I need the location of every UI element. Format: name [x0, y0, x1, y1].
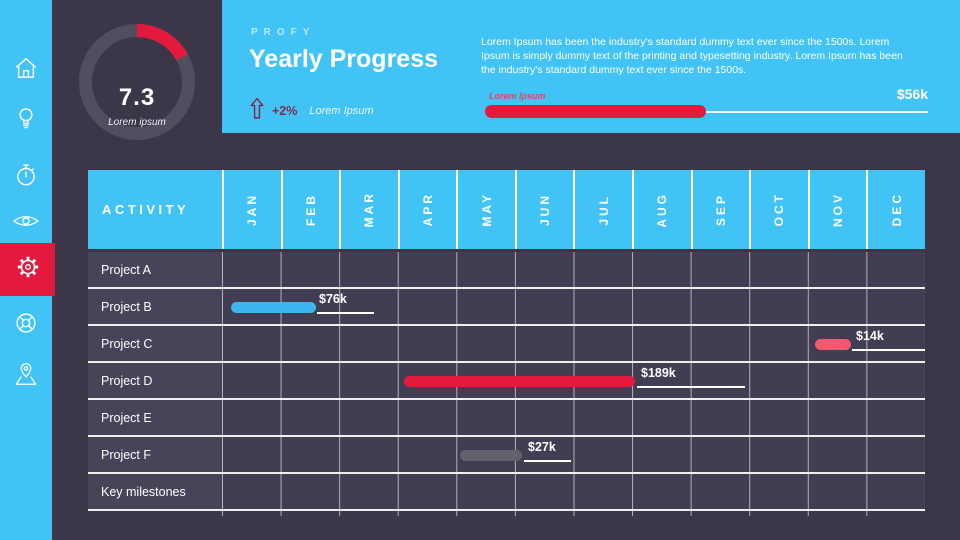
bar-value-label: $76k: [319, 292, 347, 306]
table-row: Project C $14k: [88, 326, 925, 363]
gantt-bar-project-f: [460, 450, 522, 461]
page-title: Yearly Progress: [249, 45, 439, 73]
row-timeline: [222, 252, 925, 287]
month-header-feb: FEB: [280, 170, 340, 249]
row-timeline: [222, 400, 925, 435]
gear-icon: [14, 253, 42, 286]
row-label: Key milestones: [88, 474, 222, 509]
gridline-stubs: [222, 511, 925, 516]
row-timeline: $76k: [222, 289, 925, 324]
sidebar-item-home[interactable]: [0, 48, 52, 88]
month-header-dec: DEC: [866, 170, 925, 249]
row-label: Project A: [88, 252, 222, 287]
stopwatch-icon: [13, 162, 39, 188]
delta-indicator: +2% Lorem Ipsum: [250, 97, 374, 125]
table-row: Project E: [88, 400, 925, 437]
home-icon: [13, 55, 39, 81]
month-header-jul: JUL: [573, 170, 633, 249]
row-label: Project C: [88, 326, 222, 361]
value-underline: [317, 312, 374, 314]
month-header-may: MAY: [456, 170, 515, 249]
row-timeline: $14k: [222, 326, 925, 361]
month-header-sep: SEP: [690, 170, 750, 249]
arrow-up-icon: [250, 97, 264, 125]
brand-text: PROFY: [251, 27, 316, 38]
kpi-progress-fill: [485, 105, 706, 118]
row-timeline: $189k: [222, 363, 925, 398]
month-header-jan: JAN: [222, 170, 281, 249]
row-label: Project E: [88, 400, 222, 435]
map-pin-icon: [12, 361, 40, 387]
value-underline: [637, 386, 745, 388]
gauge-arc: [79, 24, 195, 140]
table-row: Project B $76k: [88, 289, 925, 326]
gantt-bar-project-b: [231, 302, 316, 313]
lifebuoy-icon: [13, 310, 39, 336]
gauge-value: 7.3: [118, 84, 156, 111]
month-header-oct: OCT: [749, 170, 808, 249]
gantt-bar-project-c: [815, 339, 851, 350]
value-underline: [524, 460, 571, 462]
row-timeline: [222, 474, 925, 509]
sidebar-item-settings-active[interactable]: [0, 243, 55, 296]
bar-value-label: $27k: [528, 440, 556, 454]
month-header-aug: AUG: [632, 170, 691, 249]
score-gauge: 7.3 Lorem ipsum: [77, 22, 197, 142]
gantt-bar-project-d: [404, 376, 635, 387]
delta-label: Lorem Ipsum: [309, 105, 374, 117]
gauge-caption: Lorem ipsum: [108, 117, 166, 128]
row-label: Project F: [88, 437, 222, 472]
kpi-progress-track: [485, 111, 928, 113]
row-timeline: $27k: [222, 437, 925, 472]
table-row: Key milestones: [88, 474, 925, 511]
sidebar-item-idea[interactable]: [0, 98, 52, 138]
table-row: Project D $189k: [88, 363, 925, 400]
table-row: Project F $27k: [88, 437, 925, 474]
eye-icon: [12, 211, 40, 231]
sidebar-item-location[interactable]: [0, 354, 52, 394]
month-header-nov: NOV: [807, 170, 867, 249]
activity-column-header: ACTIVITY: [88, 170, 222, 249]
sidebar-item-support[interactable]: [0, 303, 52, 343]
month-header-apr: APR: [397, 170, 457, 249]
sidebar-nav: [0, 0, 55, 540]
gantt-table: ACTIVITY JAN FEB MAR APR MAY JUN JUL AUG…: [88, 170, 925, 516]
month-header-mar: MAR: [339, 170, 398, 249]
delta-value: +2%: [272, 104, 298, 118]
row-label: Project D: [88, 363, 222, 398]
sidebar-item-view[interactable]: [0, 201, 52, 241]
bar-value-label: $14k: [856, 329, 884, 343]
sidebar-item-time[interactable]: [0, 155, 52, 195]
month-header-jun: JUN: [514, 170, 574, 249]
kpi-label: Lorem Ipsum: [489, 91, 546, 101]
lightbulb-icon: [13, 105, 39, 131]
description-text: Lorem Ipsum has been the industry's stan…: [481, 36, 903, 76]
bar-value-label: $189k: [641, 366, 676, 380]
table-header-row: ACTIVITY JAN FEB MAR APR MAY JUN JUL AUG…: [88, 170, 925, 249]
table-row: Project A: [88, 252, 925, 289]
value-underline: [852, 349, 925, 351]
kpi-value: $56k: [896, 86, 928, 102]
row-label: Project B: [88, 289, 222, 324]
